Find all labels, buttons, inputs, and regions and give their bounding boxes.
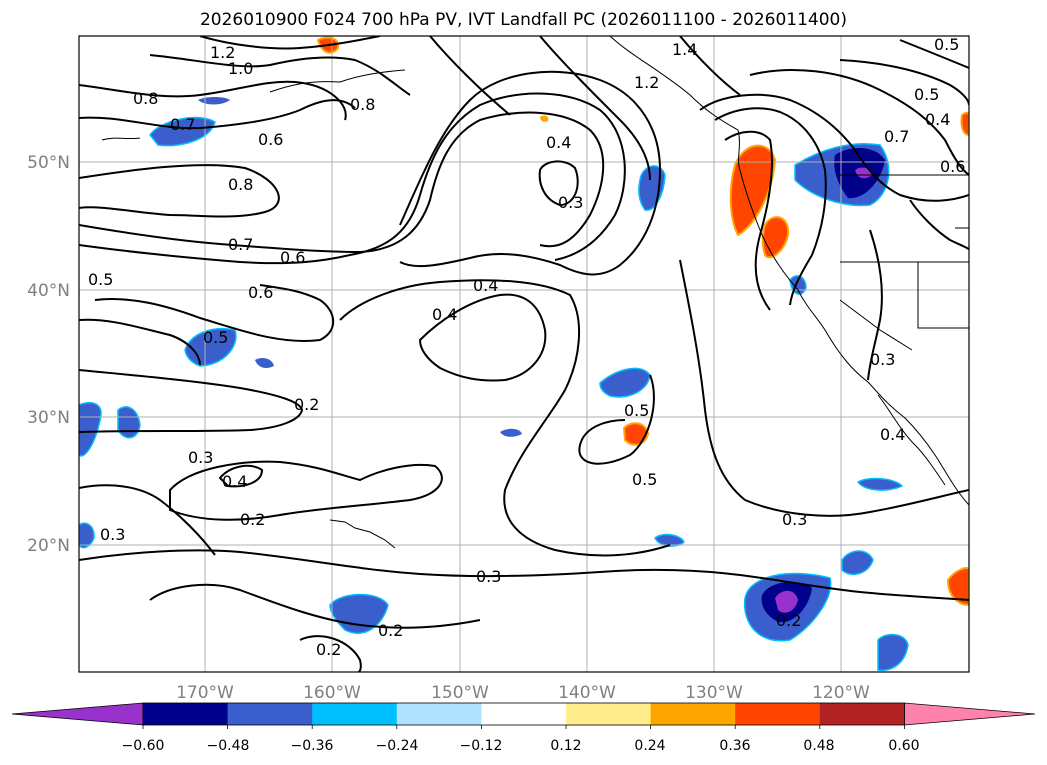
contour-label: 1.0: [228, 59, 253, 78]
contour-label: 0.7: [170, 115, 195, 134]
contour-label: 1.4: [672, 40, 697, 59]
contour-label: 0.7: [228, 235, 253, 254]
lon-tick-label: 120°W: [812, 683, 870, 703]
contour-label: 0.4: [432, 305, 457, 324]
colorbar-segment: [566, 703, 652, 725]
lon-tick-label: 140°W: [558, 683, 616, 703]
contour-label: 0.4: [222, 472, 247, 491]
lat-tick-label: 20°N: [27, 536, 70, 556]
contour-label: 0.5: [632, 470, 657, 489]
contour-label: 0.8: [350, 95, 375, 114]
colorbar-segment: [143, 703, 229, 725]
contour-label: 0.5: [88, 270, 113, 289]
contour-label: 0.5: [914, 85, 939, 104]
lat-tick-label: 50°N: [27, 153, 70, 173]
contour-label: 0.8: [133, 89, 158, 108]
positive-anomaly-shading: [316, 36, 969, 607]
colorbar-tick-label: −0.12: [460, 738, 503, 754]
colorbar-outline: [142, 702, 905, 726]
colorbar-segment: [735, 703, 821, 725]
contour-label: 1.2: [634, 73, 659, 92]
contour-labels: 1.2 1.0 0.8 0.7 0.6 0.8 0.4 0.3 0.8 0.7 …: [88, 35, 965, 659]
lon-tick-label: 160°W: [303, 683, 361, 703]
pv-contours: [79, 36, 969, 672]
colorbar-tick-label: 0.12: [550, 738, 581, 754]
lon-tick-label: 150°W: [431, 683, 489, 703]
contour-label: 0.5: [203, 328, 228, 347]
contour-label: 0.4: [546, 133, 571, 152]
contour-label: 0.6: [248, 283, 273, 302]
contour-label: 0.2: [294, 395, 319, 414]
colorbar-tick-label: 0.48: [803, 738, 834, 754]
map-frame: [78, 35, 970, 673]
contour-label: 0.4: [473, 276, 498, 295]
contour-label: 0.2: [776, 611, 801, 630]
colorbar-tick-label: 0.24: [634, 738, 665, 754]
lon-tick-label: 170°W: [176, 683, 234, 703]
contour-label: 0.3: [782, 510, 807, 529]
colorbar-extend-high: [904, 702, 1036, 726]
colorbar-segment: [396, 703, 482, 725]
colorbar-tick-label: 0.36: [719, 738, 750, 754]
contour-label: 0.2: [378, 621, 403, 640]
contour-label: 0.2: [316, 640, 341, 659]
contour-label: 0.4: [925, 110, 950, 129]
contour-label: 0.5: [624, 401, 649, 420]
contour-label: 0.4: [880, 425, 905, 444]
lon-tick-labels: 170°W 160°W 150°W 140°W 130°W 120°W: [176, 683, 870, 703]
lat-tick-label: 40°N: [27, 281, 70, 301]
colorbar: [11, 702, 1036, 729]
contour-label: 1.2: [210, 43, 235, 62]
colorbar-tick-label: −0.48: [207, 738, 250, 754]
colorbar-tick-label: −0.36: [291, 738, 334, 754]
contour-label: 0.6: [280, 248, 305, 267]
contour-label: 0.3: [188, 448, 213, 467]
coastlines: [101, 36, 969, 549]
contour-label: 0.5: [934, 35, 959, 54]
contour-label: 0.3: [100, 525, 125, 544]
colorbar-tick-label: 0.60: [888, 738, 919, 754]
colorbar-segment: [819, 703, 905, 725]
colorbar-segment: [650, 703, 736, 725]
lat-tick-labels: 50°N 40°N 30°N 20°N: [27, 153, 70, 556]
contour-label: 0.6: [940, 157, 965, 176]
colorbar-tick-label: −0.24: [376, 738, 419, 754]
colorbar-extend-low: [11, 702, 144, 726]
map-gridlines: [79, 36, 969, 672]
contour-label: 0.7: [884, 127, 909, 146]
colorbar-segment: [481, 703, 567, 725]
colorbar-tick-label: −0.60: [122, 738, 165, 754]
contour-label: 0.3: [476, 567, 501, 586]
contour-label: 0.8: [228, 175, 253, 194]
map-title: 2026010900 F024 700 hPa PV, IVT Landfall…: [199, 10, 847, 30]
contour-label: 0.2: [240, 510, 265, 529]
negative-anomaly-shading: [79, 97, 909, 672]
contour-label: 0.3: [558, 193, 583, 212]
colorbar-segment: [312, 703, 398, 725]
contour-label: 0.3: [870, 350, 895, 369]
map-content: 1.2 1.0 0.8 0.7 0.6 0.8 0.4 0.3 0.8 0.7 …: [79, 35, 969, 672]
colorbar-tick-labels: −0.60 −0.48 −0.36 −0.24 −0.12 0.12 0.24 …: [122, 738, 920, 754]
lon-tick-label: 130°W: [685, 683, 743, 703]
contour-label: 0.6: [258, 130, 283, 149]
colorbar-segment: [227, 703, 313, 725]
lat-tick-label: 30°N: [27, 408, 70, 428]
